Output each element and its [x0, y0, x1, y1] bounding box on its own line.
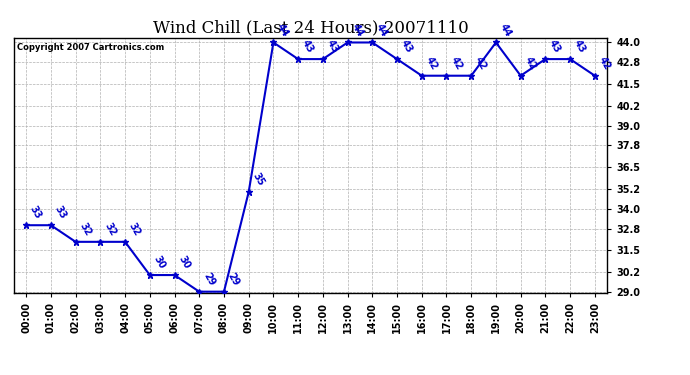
Text: Copyright 2007 Cartronics.com: Copyright 2007 Cartronics.com: [17, 43, 164, 52]
Text: 44: 44: [350, 22, 365, 38]
Text: 43: 43: [399, 38, 415, 55]
Text: 29: 29: [201, 271, 217, 288]
Text: 44: 44: [374, 22, 390, 38]
Text: 42: 42: [424, 55, 439, 72]
Text: 42: 42: [522, 55, 538, 72]
Text: 43: 43: [300, 38, 315, 55]
Text: 43: 43: [547, 38, 563, 55]
Text: 30: 30: [177, 254, 192, 271]
Text: 44: 44: [498, 22, 513, 38]
Text: 32: 32: [102, 221, 118, 238]
Text: 42: 42: [473, 55, 489, 72]
Text: 42: 42: [597, 55, 612, 72]
Text: 32: 32: [127, 221, 142, 238]
Text: 43: 43: [325, 38, 340, 55]
Text: 32: 32: [77, 221, 93, 238]
Text: 44: 44: [275, 22, 290, 38]
Text: 42: 42: [448, 55, 464, 72]
Text: 35: 35: [250, 171, 266, 188]
Text: 30: 30: [152, 254, 167, 271]
Title: Wind Chill (Last 24 Hours) 20071110: Wind Chill (Last 24 Hours) 20071110: [152, 19, 469, 36]
Text: 33: 33: [53, 204, 68, 221]
Text: 33: 33: [28, 204, 43, 221]
Text: 43: 43: [572, 38, 587, 55]
Text: 29: 29: [226, 271, 241, 288]
